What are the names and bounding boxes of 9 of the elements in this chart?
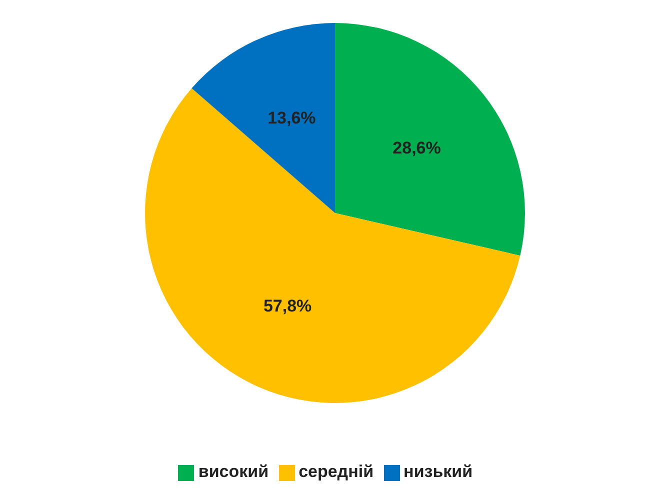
data-label: 13,6% — [268, 108, 316, 128]
legend-label: середній — [298, 462, 374, 481]
data-label: 28,6% — [392, 138, 441, 158]
pie-slice — [145, 88, 520, 403]
pie-slice — [335, 23, 525, 256]
legend-label: високий — [198, 462, 269, 481]
pie-slice — [192, 23, 335, 213]
data-label: 57,8% — [263, 296, 312, 316]
legend-label: низький — [404, 462, 473, 481]
